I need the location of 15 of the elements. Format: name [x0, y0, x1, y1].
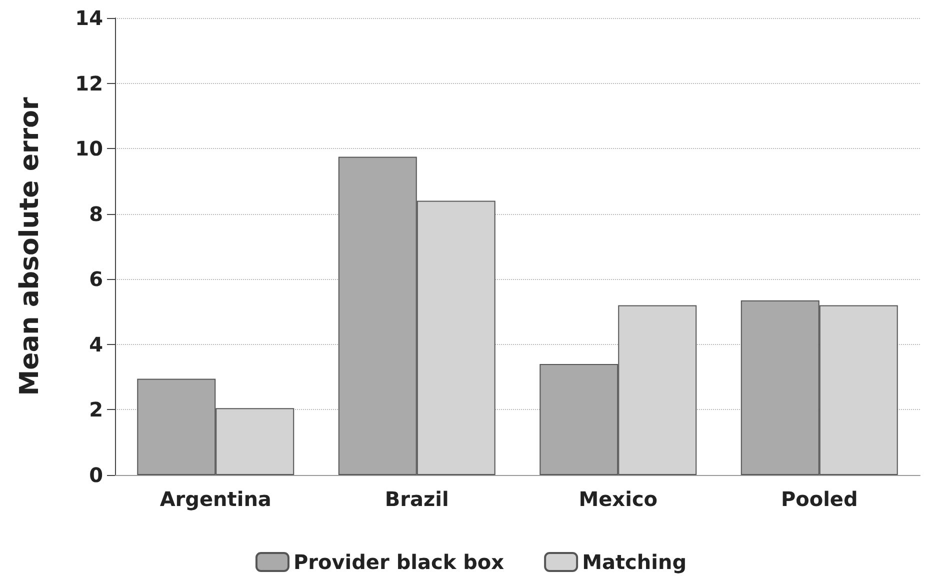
- y-axis-title: Mean absolute error: [15, 97, 45, 396]
- y-tick-label: 6: [89, 267, 103, 292]
- x-tick-label: Argentina: [160, 487, 272, 511]
- y-tick-label: 0: [89, 463, 103, 487]
- y-tick-label: 12: [75, 71, 103, 96]
- y-tick-label: 4: [89, 332, 103, 356]
- y-tick-label: 10: [75, 136, 103, 161]
- legend-label: Matching: [582, 550, 687, 574]
- x-tick-label: Brazil: [384, 487, 449, 511]
- y-tick-label: 14: [75, 6, 103, 30]
- y-tick-label: 2: [89, 398, 103, 422]
- x-tick-label: Mexico: [578, 487, 658, 511]
- x-tick-label: Pooled: [780, 487, 858, 511]
- y-tick-label: 8: [89, 202, 103, 226]
- legend-label: Provider black box: [293, 550, 504, 574]
